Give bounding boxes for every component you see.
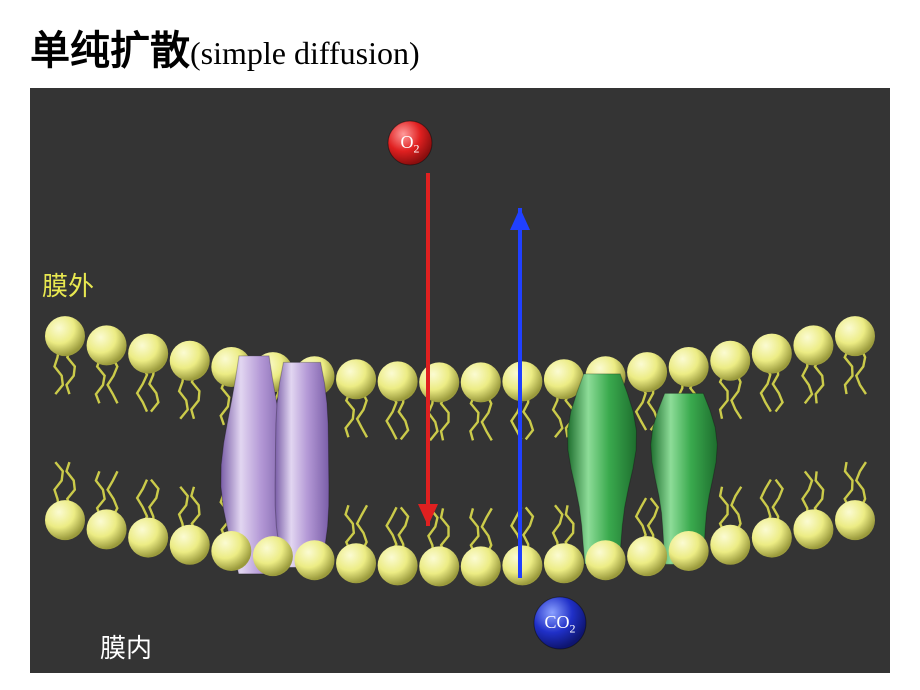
title-chinese: 单纯扩散 [30,18,190,76]
diagram-svg [30,88,890,673]
inside-label: 膜内 [100,628,152,665]
slide-title: 单纯扩散 (simple diffusion) [30,18,890,76]
slide: 单纯扩散 (simple diffusion) O2 CO2 膜外 膜内 [0,0,920,690]
lipid-heads [45,316,875,402]
membrane-diagram: O2 CO2 膜外 膜内 [30,88,890,673]
outside-label: 膜外 [42,266,94,303]
lipid-heads-front [45,500,875,586]
title-english: (simple diffusion) [190,35,420,72]
lipid-tails [54,348,866,554]
